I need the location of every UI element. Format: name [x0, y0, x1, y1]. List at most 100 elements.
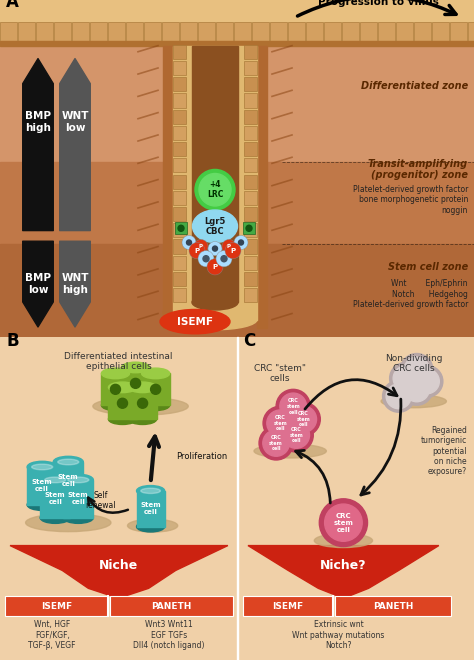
Bar [0, 244, 474, 340]
Text: Differentiated zone: Differentiated zone [361, 81, 468, 91]
Circle shape [246, 225, 252, 232]
Ellipse shape [128, 382, 156, 393]
Bar [173, 142, 186, 156]
Bar [173, 255, 186, 270]
Bar [0, 22, 17, 40]
Bar [244, 223, 257, 238]
Bar [36, 22, 53, 40]
Bar [173, 174, 186, 189]
Ellipse shape [142, 400, 170, 411]
Bar [244, 45, 257, 59]
Circle shape [401, 374, 433, 405]
Ellipse shape [163, 297, 267, 328]
Circle shape [118, 398, 128, 409]
Ellipse shape [101, 368, 129, 379]
Text: ISEMF: ISEMF [41, 602, 72, 611]
Bar [244, 240, 257, 253]
Ellipse shape [314, 534, 373, 548]
Circle shape [110, 384, 120, 394]
Bar [244, 142, 257, 156]
Bar [5, 597, 109, 616]
Ellipse shape [40, 512, 70, 523]
Text: B: B [6, 331, 18, 350]
Circle shape [137, 398, 147, 409]
Text: C: C [243, 331, 255, 350]
Circle shape [280, 393, 307, 420]
Circle shape [404, 357, 429, 382]
Ellipse shape [254, 444, 326, 458]
Circle shape [130, 378, 141, 388]
Bar [192, 46, 238, 302]
Ellipse shape [63, 512, 93, 523]
Bar [0, 46, 474, 162]
Circle shape [383, 380, 415, 412]
Text: CRC
stem
cell: CRC stem cell [296, 411, 310, 428]
Text: Stem cell zone: Stem cell zone [388, 262, 468, 272]
Bar [468, 22, 474, 40]
Text: Niche: Niche [99, 559, 138, 572]
FancyArrowPatch shape [23, 59, 53, 230]
Circle shape [225, 242, 241, 259]
Bar [450, 22, 467, 40]
Circle shape [263, 407, 297, 440]
Text: BMP
high: BMP high [25, 111, 51, 133]
Ellipse shape [26, 513, 111, 532]
Ellipse shape [381, 395, 447, 408]
Text: P: P [199, 244, 203, 249]
Bar [110, 597, 233, 616]
Bar [27, 467, 57, 505]
Circle shape [151, 384, 161, 394]
Circle shape [186, 240, 191, 245]
Bar [173, 207, 186, 221]
Circle shape [410, 366, 443, 397]
Circle shape [404, 377, 429, 402]
Bar [360, 22, 377, 40]
Bar [90, 22, 107, 40]
Bar [0, 40, 474, 46]
Bar [244, 126, 257, 140]
Ellipse shape [58, 459, 79, 465]
Bar [137, 491, 164, 527]
Circle shape [279, 418, 313, 452]
Text: Differentiated intestinal
epithelial cells: Differentiated intestinal epithelial cel… [64, 352, 173, 371]
Ellipse shape [63, 475, 93, 486]
Bar [396, 22, 413, 40]
Text: WNT
high: WNT high [61, 273, 89, 295]
Text: Non-dividing
CRC cells: Non-dividing CRC cells [385, 354, 443, 373]
Bar [244, 191, 257, 205]
Bar [173, 191, 186, 205]
Bar [173, 288, 186, 302]
Bar [173, 46, 257, 319]
Ellipse shape [93, 397, 188, 415]
Ellipse shape [142, 368, 170, 379]
Ellipse shape [192, 210, 237, 242]
Polygon shape [248, 546, 439, 599]
Ellipse shape [192, 295, 238, 310]
Circle shape [203, 255, 209, 262]
Bar [244, 288, 257, 302]
Circle shape [393, 366, 418, 391]
Circle shape [222, 240, 236, 253]
Polygon shape [10, 546, 228, 599]
Bar [53, 462, 83, 500]
Text: PANETH: PANETH [152, 602, 192, 611]
Bar [0, 0, 474, 46]
Ellipse shape [27, 499, 57, 510]
Bar [198, 22, 215, 40]
Text: P: P [230, 248, 236, 253]
Circle shape [207, 259, 223, 275]
Text: A: A [6, 0, 19, 11]
Bar [144, 22, 161, 40]
Circle shape [283, 422, 310, 448]
Bar [126, 22, 143, 40]
Bar [162, 22, 179, 40]
Ellipse shape [53, 456, 83, 468]
FancyArrowPatch shape [60, 241, 90, 327]
Text: Stem
cell: Stem cell [68, 492, 89, 506]
Text: Extrinsic wnt
Wnt pathway mutations
Notch?: Extrinsic wnt Wnt pathway mutations Notc… [292, 620, 384, 650]
Text: P: P [194, 248, 200, 253]
Bar [244, 174, 257, 189]
Text: Wnt3 Wnt11
EGF TGFs
Dll4 (notch ligand): Wnt3 Wnt11 EGF TGFs Dll4 (notch ligand) [133, 620, 204, 650]
Ellipse shape [45, 477, 66, 482]
Ellipse shape [173, 310, 257, 330]
